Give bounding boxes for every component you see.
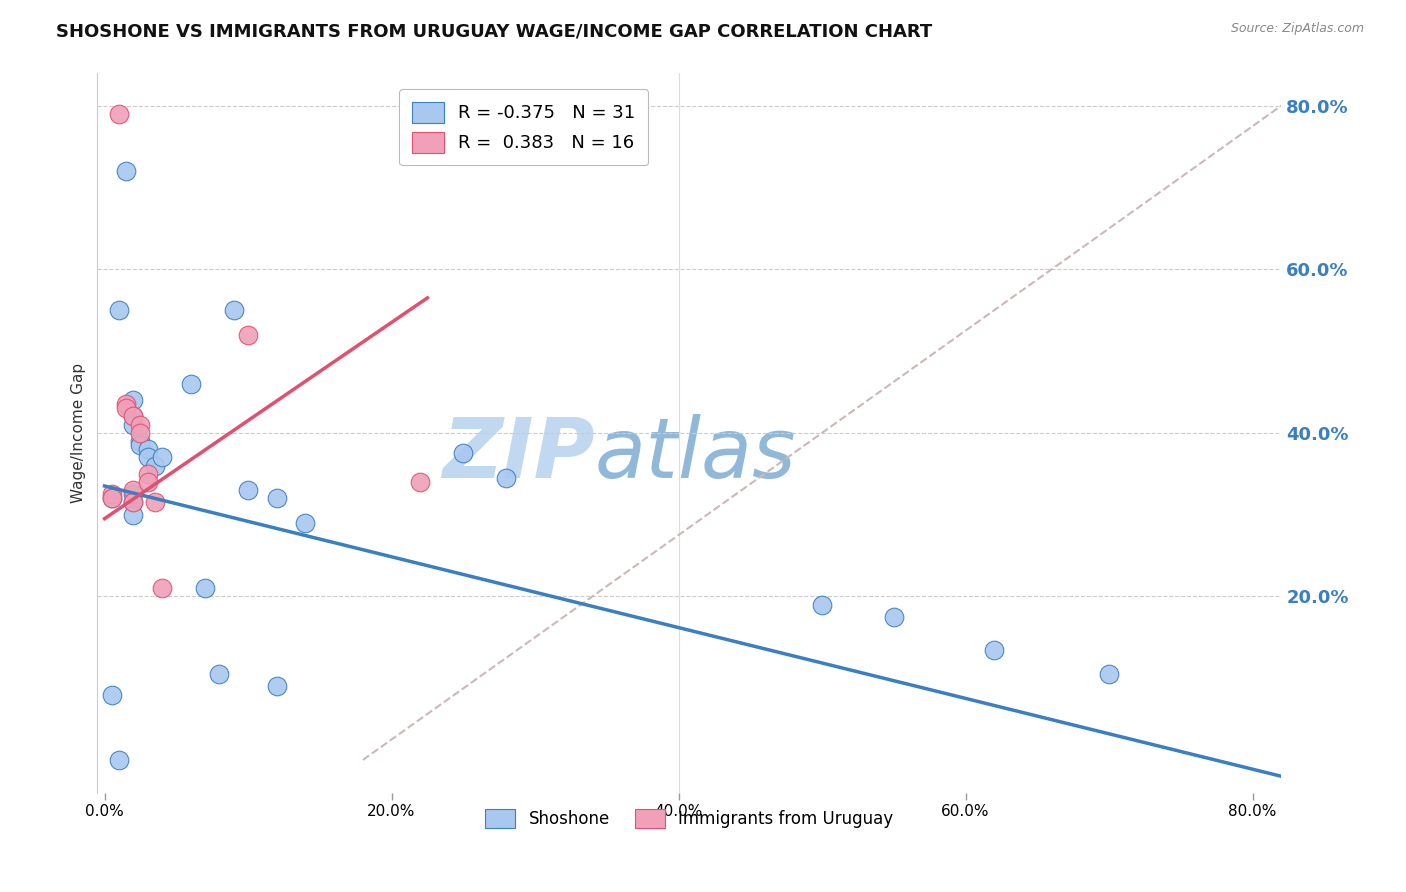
Point <box>136 475 159 489</box>
Point <box>883 610 905 624</box>
Point <box>122 508 145 522</box>
Text: atlas: atlas <box>595 414 796 495</box>
Point <box>129 417 152 432</box>
Point <box>150 450 173 465</box>
Point <box>115 401 138 416</box>
Point <box>108 303 131 318</box>
Point <box>122 495 145 509</box>
Point <box>115 164 138 178</box>
Point <box>453 446 475 460</box>
Point <box>129 438 152 452</box>
Point <box>409 475 432 489</box>
Point <box>236 483 259 497</box>
Point <box>266 491 288 506</box>
Point <box>122 409 145 424</box>
Legend: Shoshone, Immigrants from Uruguay: Shoshone, Immigrants from Uruguay <box>478 802 900 835</box>
Text: Source: ZipAtlas.com: Source: ZipAtlas.com <box>1230 22 1364 36</box>
Point <box>208 667 231 681</box>
Point <box>100 491 122 506</box>
Point <box>136 450 159 465</box>
Point <box>143 458 166 473</box>
Point <box>194 581 217 595</box>
Point <box>129 425 152 440</box>
Point <box>136 467 159 481</box>
Point <box>100 491 122 506</box>
Text: ZIP: ZIP <box>441 414 595 495</box>
Point <box>122 483 145 497</box>
Point <box>143 495 166 509</box>
Point <box>1098 667 1121 681</box>
Point <box>150 581 173 595</box>
Point <box>122 487 145 501</box>
Y-axis label: Wage/Income Gap: Wage/Income Gap <box>72 363 86 503</box>
Point <box>115 397 138 411</box>
Point <box>811 598 834 612</box>
Point <box>122 495 145 509</box>
Point <box>122 409 145 424</box>
Point <box>108 753 131 767</box>
Point <box>495 471 517 485</box>
Point <box>100 688 122 702</box>
Point <box>100 487 122 501</box>
Point <box>266 679 288 693</box>
Point <box>122 393 145 408</box>
Point <box>108 107 131 121</box>
Point <box>129 434 152 448</box>
Point <box>236 327 259 342</box>
Point <box>136 442 159 457</box>
Point <box>294 516 316 530</box>
Text: SHOSHONE VS IMMIGRANTS FROM URUGUAY WAGE/INCOME GAP CORRELATION CHART: SHOSHONE VS IMMIGRANTS FROM URUGUAY WAGE… <box>56 22 932 40</box>
Point <box>983 642 1005 657</box>
Point <box>180 376 202 391</box>
Point <box>122 417 145 432</box>
Point <box>222 303 245 318</box>
